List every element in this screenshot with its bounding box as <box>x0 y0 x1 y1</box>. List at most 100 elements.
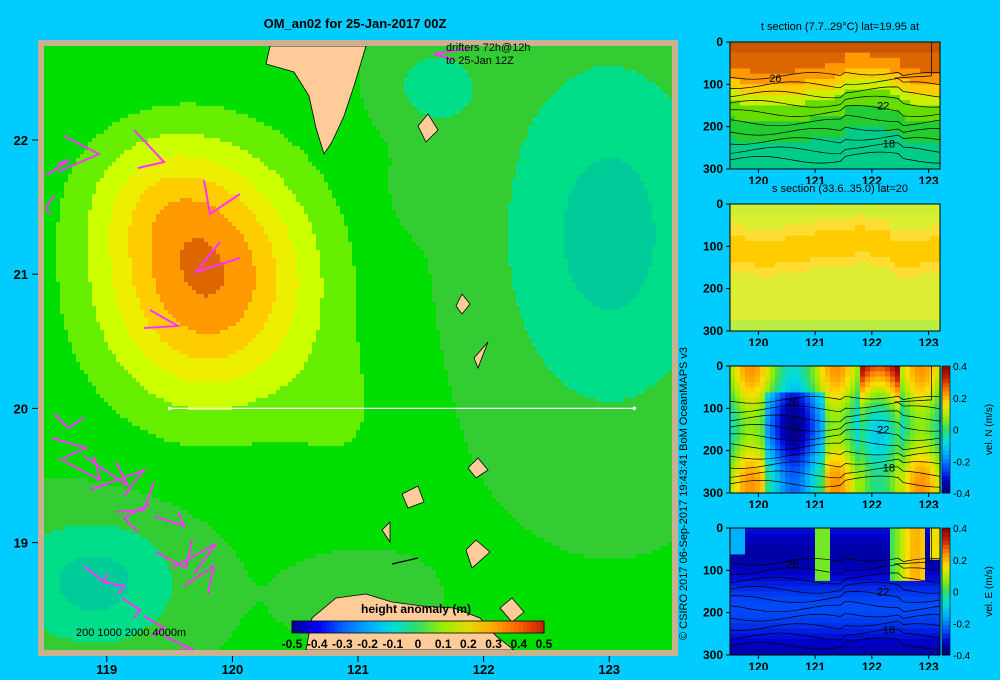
height-cell <box>124 78 129 83</box>
height-cell <box>228 170 233 175</box>
height-cell <box>556 150 561 155</box>
height-cell <box>540 158 545 163</box>
height-cell <box>460 134 465 139</box>
height-cell <box>204 154 209 159</box>
height-cell <box>432 138 437 143</box>
height-cell <box>224 110 229 115</box>
height-cell <box>268 118 273 123</box>
height-cell <box>536 110 541 115</box>
height-cell <box>360 170 365 175</box>
height-cell <box>120 102 125 107</box>
height-cell <box>572 146 577 151</box>
height-cell <box>84 70 89 75</box>
height-cell <box>632 162 637 167</box>
height-cell <box>228 122 233 127</box>
height-cell <box>216 66 221 71</box>
height-cell <box>660 110 665 115</box>
height-cell <box>528 146 533 151</box>
height-cell <box>208 146 213 151</box>
height-cell <box>560 74 565 79</box>
height-cell <box>588 110 593 115</box>
height-cell <box>104 166 109 171</box>
height-cell <box>208 74 213 79</box>
height-cell <box>352 102 357 107</box>
height-cell <box>184 90 189 95</box>
height-cell <box>168 74 173 79</box>
height-cell <box>92 134 97 139</box>
height-cell <box>504 118 509 123</box>
height-cell <box>440 78 445 83</box>
height-cell <box>272 118 277 123</box>
height-cell <box>348 106 353 111</box>
height-cell <box>100 130 105 135</box>
height-cell <box>248 162 253 167</box>
height-cell <box>436 46 441 51</box>
height-cell <box>116 98 121 103</box>
height-cell <box>408 54 413 59</box>
height-cell <box>208 82 213 87</box>
height-cell <box>556 46 561 51</box>
height-cell <box>232 86 237 91</box>
height-cell <box>640 126 645 131</box>
height-cell <box>296 110 301 115</box>
height-cell <box>68 118 73 123</box>
height-cell <box>480 86 485 91</box>
height-cell <box>260 110 265 115</box>
height-cell <box>120 138 125 143</box>
height-cell <box>248 74 253 79</box>
height-cell <box>176 98 181 103</box>
height-cell <box>108 126 113 131</box>
height-cell <box>180 62 185 67</box>
height-cell <box>44 150 49 155</box>
height-cell <box>668 82 673 87</box>
height-cell <box>188 122 193 127</box>
height-cell <box>624 142 629 147</box>
height-cell <box>120 106 125 111</box>
height-cell <box>244 58 249 63</box>
height-cell <box>616 70 621 75</box>
height-cell <box>604 142 609 147</box>
height-cell <box>404 50 409 55</box>
height-cell <box>68 66 73 71</box>
height-cell <box>208 58 213 63</box>
height-cell <box>668 54 673 59</box>
height-cell <box>184 166 189 171</box>
height-cell <box>364 154 369 159</box>
height-cell <box>88 114 93 119</box>
height-cell <box>504 158 509 163</box>
height-cell <box>100 154 105 159</box>
height-cell <box>124 154 129 159</box>
height-cell <box>364 134 369 139</box>
height-cell <box>120 126 125 131</box>
height-cell <box>244 94 249 99</box>
height-cell <box>420 170 425 175</box>
height-cell <box>532 170 537 175</box>
height-cell <box>84 106 89 111</box>
height-cell <box>280 134 285 139</box>
height-cell <box>600 78 605 83</box>
height-cell <box>412 66 417 71</box>
height-cell <box>604 78 609 83</box>
height-cell <box>188 66 193 71</box>
height-cell <box>236 90 241 95</box>
height-cell <box>472 134 477 139</box>
height-cell <box>452 146 457 151</box>
height-cell <box>636 82 641 87</box>
height-cell <box>452 74 457 79</box>
height-cell <box>128 118 133 123</box>
height-cell <box>152 78 157 83</box>
height-cell <box>608 54 613 59</box>
height-cell <box>120 66 125 71</box>
height-cell <box>540 166 545 171</box>
height-cell <box>592 74 597 79</box>
height-cell <box>68 82 73 87</box>
height-cell <box>296 150 301 155</box>
height-cell <box>200 142 205 147</box>
height-cell <box>392 58 397 63</box>
height-cell <box>344 118 349 123</box>
height-cell <box>184 170 189 175</box>
height-cell <box>364 110 369 115</box>
height-cell <box>76 50 81 55</box>
height-cell <box>132 146 137 151</box>
height-cell <box>76 90 81 95</box>
